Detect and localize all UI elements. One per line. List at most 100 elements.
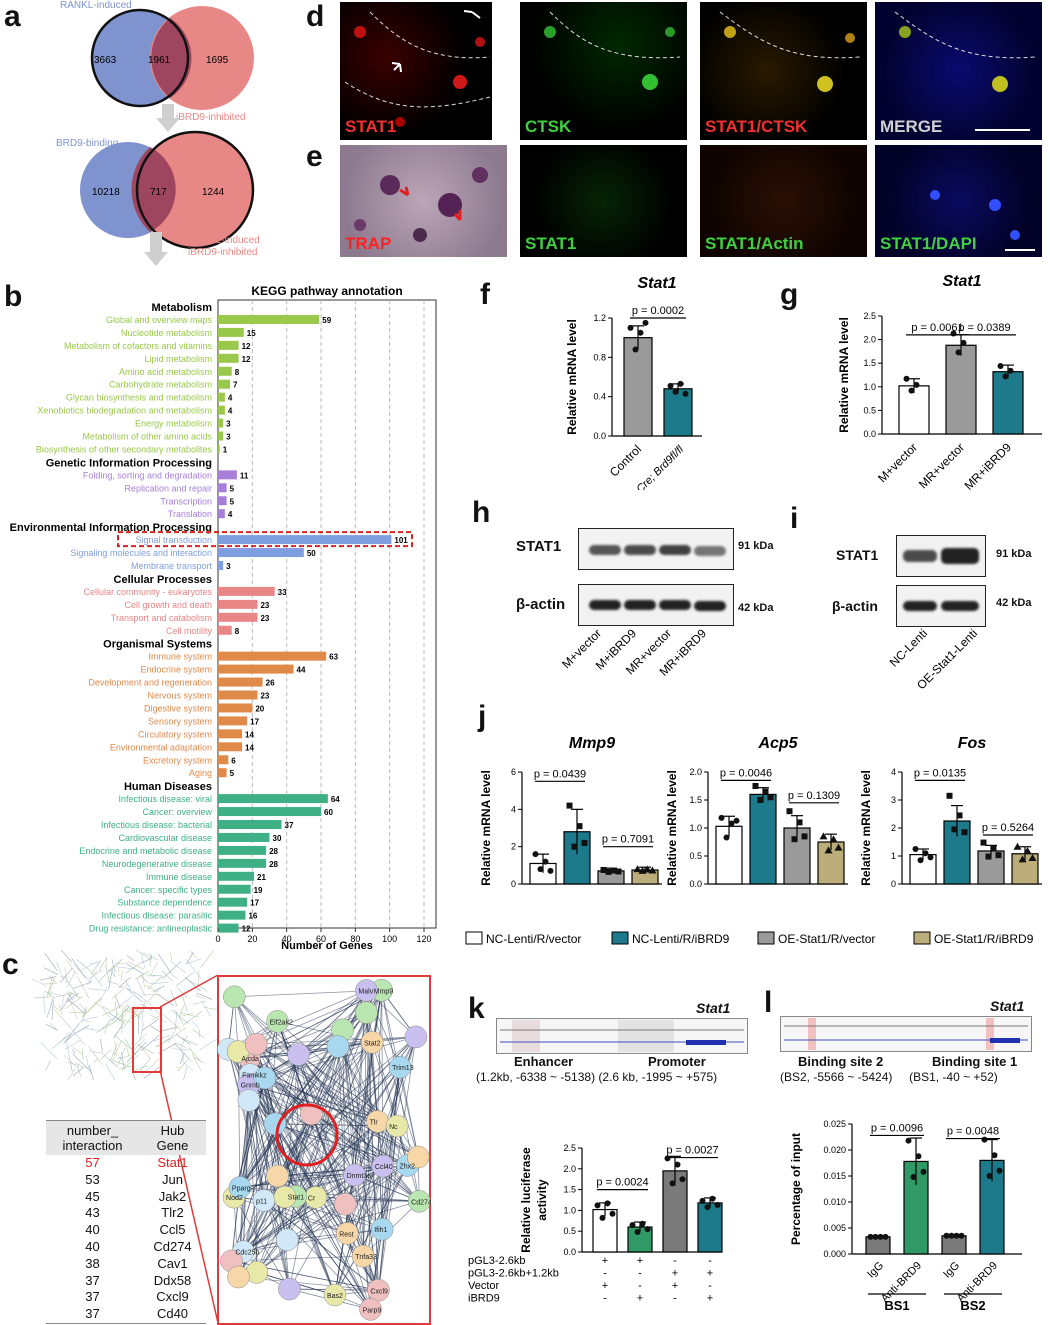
data-point [669, 1180, 676, 1187]
kegg-value-5-5: 28 [269, 860, 278, 869]
kegg-bar-0-8 [218, 418, 224, 428]
p-value: p = 0.0135 [914, 767, 966, 779]
data-point [632, 346, 639, 353]
data-point [605, 868, 612, 875]
micro-d-label-1: STAT1 [345, 117, 397, 136]
k-row-sign: + [602, 1280, 608, 1292]
kegg-bar-1-2 [218, 496, 227, 506]
k-row-sign: + [637, 1255, 643, 1267]
kegg-label-0-10: Biosynthesis of other secondary metaboli… [36, 444, 213, 454]
network-node [266, 1164, 289, 1188]
data-point [910, 1174, 917, 1181]
y-tick: 4 [891, 767, 896, 777]
data-point [576, 823, 583, 830]
panel-label-e: e [306, 140, 323, 173]
network-node [323, 1283, 347, 1307]
kegg-label-5-3: Cardiovascular disease [118, 833, 212, 843]
blot-i-actin [896, 585, 986, 627]
data-point [995, 852, 1002, 859]
y-tick: 0.0 [863, 429, 876, 439]
genome-k-coords: (1.2kb, -6338 ~ -5138) (2.6 kb, -1995 ~ … [476, 1070, 718, 1084]
y-axis-label: Relative mRNA level [859, 770, 873, 886]
y-tick: 0.4 [593, 392, 606, 402]
data-point [532, 851, 539, 858]
panel-label-i: i [790, 502, 799, 535]
k-row-label: Vector [468, 1280, 500, 1292]
y-tick: 0 [891, 879, 896, 889]
hub-count: 37 [85, 1306, 100, 1322]
panel-label-c: c [2, 948, 19, 981]
table-row: 40 Ccl5 [46, 1222, 206, 1239]
stat1-highlight-circle [275, 1103, 339, 1167]
data-point [581, 839, 588, 846]
data-point [648, 866, 657, 874]
kegg-bar-3-0 [218, 586, 275, 596]
kegg-tick-4: 80 [350, 934, 360, 944]
kegg-value-3-1: 23 [260, 601, 269, 610]
down-arrow-icon [156, 104, 180, 132]
micro-d-overlay: STAT1/CTSK [700, 2, 867, 140]
blot-lane-label: NC-Lenti [887, 626, 930, 669]
data-point [642, 319, 649, 326]
p-value: p = 0.0048 [947, 1126, 999, 1138]
network-node [275, 1228, 299, 1252]
kegg-value-0-9: 3 [226, 433, 231, 442]
data-point [922, 850, 929, 857]
micro-e-label-2: STAT1 [525, 234, 577, 253]
kegg-value-0-8: 3 [226, 420, 231, 429]
genome-l-gene: Stat1 [990, 998, 1025, 1014]
y-tick: 0.0 [689, 879, 702, 889]
hub-gene: Jun [162, 1171, 183, 1187]
genome-track-l [780, 1016, 1032, 1052]
network-node [343, 1163, 366, 1187]
chart-j-fos: Fos 0 1 2 3 4 Relative mRNA level p = 0.0135 p =… [859, 735, 1042, 889]
kegg-value-0-3: 12 [242, 355, 251, 364]
micro-e-label-1: TRAP [345, 234, 392, 253]
down-arrow-icon-2 [144, 232, 168, 266]
kegg-label-0-2: Metabolism of cofactors and vitamins [64, 341, 213, 351]
kegg-label-5-6: Immune disease [146, 872, 212, 882]
kegg-bar-3-2 [218, 612, 258, 622]
network-node-label: Famkkz [242, 1073, 267, 1080]
network-node-label: Zhx2 [399, 1163, 415, 1170]
kegg-bar-2-2 [218, 561, 224, 570]
network-node-label: Stat2 [364, 1040, 380, 1047]
network-node [335, 1222, 359, 1245]
k-row-sign: + [602, 1255, 608, 1267]
y-tick: 0.025 [823, 1119, 846, 1129]
micro-d-merge: MERGE [875, 2, 1042, 140]
kegg-value-4-6: 14 [245, 730, 254, 739]
micro-d-label-2: CTSK [525, 117, 572, 136]
data-point [677, 380, 684, 387]
data-point [566, 802, 573, 809]
chart-k: 0.0 0.5 1.0 1.5 2.0 2.5 Relative luciferase act… [468, 1143, 723, 1305]
data-point [728, 820, 735, 827]
data-point [946, 792, 953, 799]
network-node-label: Mmp9 [374, 988, 394, 995]
network-node-label: Parp9 [363, 1307, 382, 1314]
hub-table-header: number_ interaction Hub Gene [46, 1120, 206, 1155]
kegg-bar-4-7 [218, 742, 243, 752]
data-point [664, 1155, 671, 1162]
data-point [633, 865, 642, 873]
network-node-label: Dnmt3a [347, 1173, 372, 1180]
kegg-value-0-10: 1 [223, 445, 228, 454]
data-point [920, 1168, 927, 1175]
kegg-group-3: Cellular Processes [114, 574, 212, 586]
data-point [733, 817, 740, 824]
data-point [547, 867, 554, 874]
data-point [1013, 842, 1022, 850]
chart-title: Acp5 [757, 735, 798, 752]
kegg-group-2: Environmental Information Processing [10, 522, 212, 534]
y-axis-label: Relative mRNA level [565, 319, 579, 435]
kegg-label-4-2: Development and regeneration [88, 678, 212, 688]
kegg-bar-0-7 [218, 405, 225, 415]
network-node [223, 985, 246, 1009]
network-node-label: p11 [256, 1198, 267, 1205]
kegg-value-5-2: 37 [285, 821, 294, 830]
network-node [407, 1190, 431, 1213]
y-tick: 0.000 [823, 1249, 846, 1259]
x-label: IgG [865, 1260, 886, 1281]
network-node [406, 1145, 430, 1169]
kegg-group-4: Organismal Systems [103, 639, 212, 651]
